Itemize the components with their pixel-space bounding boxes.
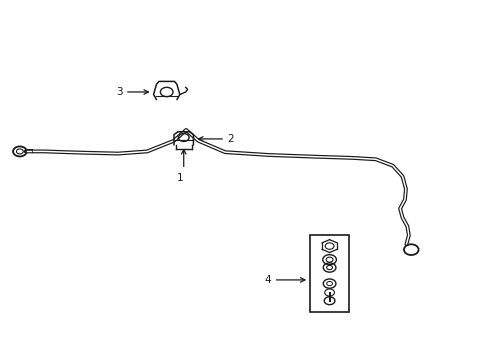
Text: 2: 2 xyxy=(227,134,234,144)
Text: 4: 4 xyxy=(264,275,271,285)
Text: 1: 1 xyxy=(177,173,183,183)
Text: 3: 3 xyxy=(116,87,122,97)
Bar xyxy=(309,235,348,312)
